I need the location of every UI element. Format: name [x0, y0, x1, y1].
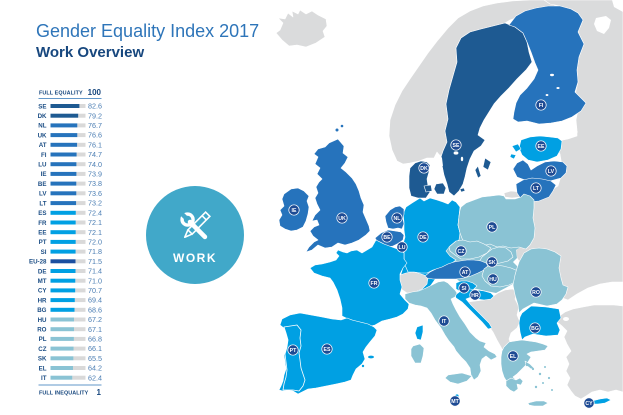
svg-text:66.8: 66.8 — [88, 335, 102, 344]
svg-text:1: 1 — [97, 388, 102, 397]
svg-text:LU: LU — [399, 245, 406, 251]
svg-text:LT: LT — [39, 200, 46, 207]
svg-text:LV: LV — [548, 169, 555, 175]
svg-text:LV: LV — [39, 191, 47, 198]
svg-text:67.1: 67.1 — [88, 325, 102, 334]
svg-text:LT: LT — [533, 186, 540, 192]
svg-text:AT: AT — [39, 142, 47, 149]
svg-text:BG: BG — [37, 307, 46, 314]
svg-text:SE: SE — [453, 143, 460, 149]
svg-text:HU: HU — [489, 277, 497, 283]
svg-text:100: 100 — [88, 88, 102, 97]
svg-text:NL: NL — [38, 123, 46, 130]
svg-text:EL: EL — [39, 365, 47, 372]
svg-text:70.7: 70.7 — [88, 286, 102, 295]
svg-text:EE: EE — [538, 144, 545, 150]
svg-text:EE: EE — [38, 230, 46, 237]
svg-text:73.8: 73.8 — [88, 179, 102, 188]
svg-text:72.0: 72.0 — [88, 238, 102, 247]
svg-text:IE: IE — [292, 208, 297, 214]
svg-text:ES: ES — [38, 210, 46, 217]
svg-text:WORK: WORK — [173, 251, 217, 265]
svg-text:FR: FR — [38, 220, 47, 227]
svg-text:66.1: 66.1 — [88, 344, 102, 353]
svg-text:SE: SE — [38, 103, 46, 110]
svg-text:IT: IT — [442, 319, 447, 325]
svg-text:IT: IT — [41, 375, 47, 382]
svg-text:72.4: 72.4 — [88, 208, 102, 217]
svg-text:MT: MT — [38, 278, 47, 285]
svg-text:LU: LU — [38, 162, 47, 169]
svg-text:SI: SI — [41, 249, 47, 256]
svg-text:69.4: 69.4 — [88, 296, 102, 305]
svg-text:76.1: 76.1 — [88, 140, 102, 149]
svg-text:HR: HR — [38, 297, 47, 304]
svg-text:AT: AT — [462, 270, 469, 276]
svg-text:72.1: 72.1 — [88, 228, 102, 237]
svg-text:HU: HU — [38, 317, 47, 324]
svg-text:71.5: 71.5 — [88, 257, 102, 266]
svg-text:72.1: 72.1 — [88, 218, 102, 227]
svg-text:PL: PL — [39, 336, 47, 343]
svg-text:PL: PL — [489, 225, 496, 231]
svg-text:79.2: 79.2 — [88, 111, 102, 120]
svg-text:74.0: 74.0 — [88, 160, 102, 169]
svg-text:Work Overview: Work Overview — [36, 44, 144, 61]
svg-text:64.2: 64.2 — [88, 364, 102, 373]
svg-text:73.6: 73.6 — [88, 189, 102, 198]
svg-text:NL: NL — [394, 216, 402, 222]
svg-text:67.2: 67.2 — [88, 315, 102, 324]
svg-text:SK: SK — [488, 260, 495, 266]
svg-text:BE: BE — [38, 181, 47, 188]
svg-text:FR: FR — [371, 281, 378, 287]
svg-text:DK: DK — [420, 166, 428, 172]
svg-text:RO: RO — [37, 327, 46, 334]
svg-text:FULL EQUALITY: FULL EQUALITY — [39, 91, 83, 97]
svg-text:EU-28: EU-28 — [29, 259, 47, 266]
svg-text:DK: DK — [38, 113, 47, 120]
svg-text:68.6: 68.6 — [88, 305, 102, 314]
svg-text:CZ: CZ — [38, 346, 46, 353]
svg-text:EL: EL — [510, 354, 517, 360]
svg-text:FULL INEQUALITY: FULL INEQUALITY — [39, 391, 89, 397]
svg-text:74.7: 74.7 — [88, 150, 102, 159]
svg-text:PT: PT — [290, 348, 297, 354]
svg-text:ES: ES — [324, 347, 331, 353]
svg-text:HR: HR — [471, 293, 479, 299]
svg-text:82.6: 82.6 — [88, 102, 102, 111]
svg-text:71.4: 71.4 — [88, 267, 102, 276]
svg-text:Gender Equality Index 2017: Gender Equality Index 2017 — [36, 21, 259, 41]
svg-text:DE: DE — [38, 268, 47, 275]
svg-text:BE: BE — [383, 235, 391, 241]
svg-text:UK: UK — [338, 216, 346, 222]
svg-text:CZ: CZ — [458, 249, 466, 255]
svg-text:62.4: 62.4 — [88, 373, 102, 382]
svg-text:MT: MT — [451, 399, 459, 405]
svg-text:RO: RO — [532, 290, 540, 296]
svg-text:DE: DE — [419, 235, 427, 241]
svg-text:73.9: 73.9 — [88, 170, 102, 179]
svg-text:73.2: 73.2 — [88, 199, 102, 208]
svg-text:IE: IE — [41, 171, 47, 178]
svg-text:CY: CY — [585, 401, 593, 407]
svg-text:FI: FI — [539, 103, 544, 109]
svg-text:76.6: 76.6 — [88, 131, 102, 140]
svg-text:UK: UK — [38, 132, 47, 139]
svg-text:PT: PT — [39, 239, 47, 246]
svg-text:SI: SI — [462, 286, 467, 292]
svg-text:65.5: 65.5 — [88, 354, 102, 363]
svg-text:71.8: 71.8 — [88, 247, 102, 256]
svg-text:BG: BG — [531, 326, 539, 332]
svg-text:71.0: 71.0 — [88, 276, 102, 285]
svg-text:76.7: 76.7 — [88, 121, 102, 130]
svg-text:FI: FI — [41, 152, 47, 159]
svg-text:SK: SK — [38, 356, 47, 363]
svg-text:CY: CY — [38, 288, 47, 295]
